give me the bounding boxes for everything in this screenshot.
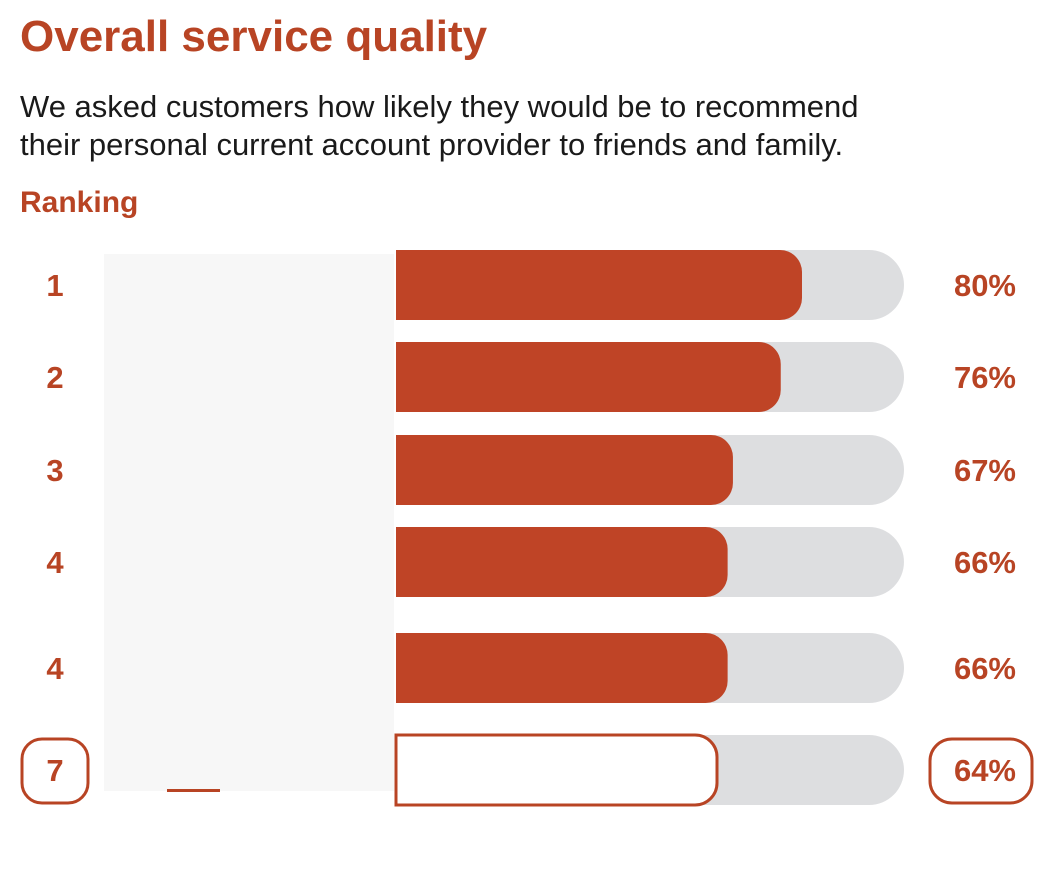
chart-title: Overall service quality [20,12,488,61]
rank-label: 4 [46,651,64,686]
rank-label: 1 [46,268,63,303]
value-label: 80% [954,268,1016,303]
bar [396,527,728,597]
bar [396,435,733,505]
value-label: 76% [954,360,1016,395]
ranking-header: Ranking [20,186,139,219]
rank-label: 3 [46,453,63,488]
accent-underline [167,789,220,792]
bar [396,342,781,412]
subtitle-line-2: their personal current account provider … [20,127,844,162]
provider-name-panel [104,254,394,791]
bar [396,633,728,703]
rank-label: 7 [46,753,63,788]
value-label: 67% [954,453,1016,488]
chart-subtitle: We asked customers how likely they would… [20,88,980,164]
value-highlight-badge [928,737,1034,805]
rank-highlight-badge [20,737,90,805]
bar [396,250,802,320]
value-label: 64% [954,753,1016,788]
bar-highlighted [394,733,719,807]
rank-label: 4 [46,545,64,580]
rank-label: 2 [46,360,63,395]
value-label: 66% [954,545,1016,580]
value-label: 66% [954,651,1016,686]
subtitle-line-1: We asked customers how likely they would… [20,89,859,124]
